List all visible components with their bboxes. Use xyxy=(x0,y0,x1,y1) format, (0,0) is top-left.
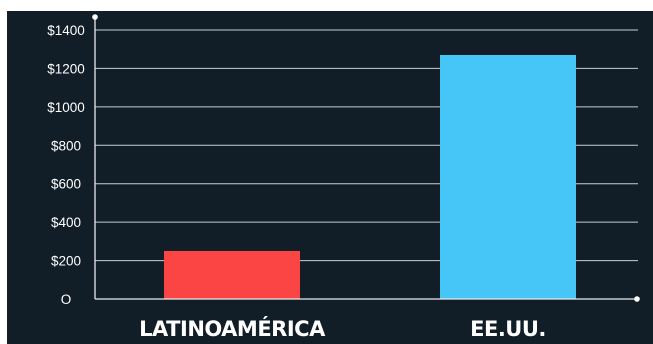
y-tick-label: $400 xyxy=(51,215,81,230)
bars xyxy=(164,54,576,299)
x-category-label: EE.UU. xyxy=(470,317,546,341)
y-tick-label: $600 xyxy=(51,177,81,192)
x-axis-categories: LATINOAMÉRICA EE.UU. xyxy=(139,316,546,341)
axes xyxy=(92,14,640,302)
y-tick-label: O xyxy=(61,292,72,307)
x-category-label: LATINOAMÉRICA xyxy=(139,316,326,341)
y-tick-label: $1400 xyxy=(47,23,85,38)
y-axis-end-dot xyxy=(92,14,98,20)
bar-eeuu xyxy=(440,54,576,299)
y-tick-label: $200 xyxy=(51,254,81,269)
bar-latinoamerica xyxy=(164,250,300,299)
y-tick-label: $800 xyxy=(51,138,81,153)
x-axis-end-dot xyxy=(634,296,640,302)
y-axis-ticks: O $200 $400 $600 $800 $1000 $1200 $1400 xyxy=(47,23,85,307)
y-tick-label: $1000 xyxy=(47,100,85,115)
y-tick-label: $1200 xyxy=(47,61,85,76)
